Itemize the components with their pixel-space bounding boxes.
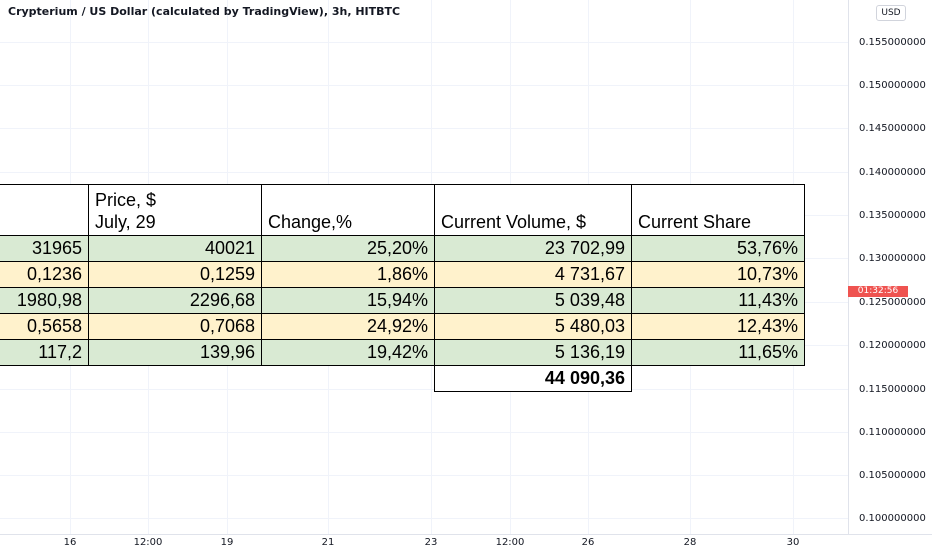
price-axis-label: 0.100000000 xyxy=(859,513,926,524)
price-axis-label: 0.125000000 xyxy=(859,297,926,308)
cell-share: 53,76% xyxy=(631,235,805,262)
crypto-data-table: Price, $ July, 29 Change,% Current Volum… xyxy=(0,184,805,392)
cell-change: 25,20% xyxy=(261,235,435,262)
table-total-row: 44 090,36 xyxy=(0,365,805,392)
header-cell-volume: Current Volume, $ xyxy=(434,184,632,236)
cell-change: 24,92% xyxy=(261,313,435,340)
cell-share: 11,65% xyxy=(631,339,805,366)
cell-price-july29: 0,1259 xyxy=(88,261,262,288)
header-price-label: Price, $ xyxy=(95,190,157,210)
time-axis-label: 16 xyxy=(63,537,77,548)
header-cell-change: Change,% xyxy=(261,184,435,236)
time-axis-label: 28 xyxy=(683,537,697,548)
cell-volume: 5 480,03 xyxy=(434,313,632,340)
header-price-date: July, 29 xyxy=(95,212,156,232)
cell-change: 15,94% xyxy=(261,287,435,314)
grid-line xyxy=(0,128,848,129)
total-volume: 44 090,36 xyxy=(434,365,632,392)
grid-line xyxy=(0,475,848,476)
price-axis-label: 0.150000000 xyxy=(859,80,926,91)
grid-line xyxy=(0,42,848,43)
time-axis-label: 26 xyxy=(581,537,595,548)
cell-price-july29: 40021 xyxy=(88,235,262,262)
total-spacer xyxy=(632,366,805,392)
cell-share: 11,43% xyxy=(631,287,805,314)
time-axis-label: 12:00 xyxy=(133,537,163,548)
currency-selector[interactable]: USD xyxy=(876,5,906,21)
table-row: 0,5658 0,7068 24,92% 5 480,03 12,43% xyxy=(0,313,805,340)
price-axis-label: 0.120000000 xyxy=(859,340,926,351)
header-cell-1 xyxy=(0,184,89,236)
cell-volume: 4 731,67 xyxy=(434,261,632,288)
grid-line xyxy=(0,518,848,519)
cell-price-start: 117,2 xyxy=(0,339,89,366)
cell-price-start: 0,1236 xyxy=(0,261,89,288)
cell-change: 19,42% xyxy=(261,339,435,366)
header-cell-price: Price, $ July, 29 xyxy=(88,184,262,236)
time-axis-label: 30 xyxy=(786,537,800,548)
cell-price-july29: 139,96 xyxy=(88,339,262,366)
table-row: 117,2 139,96 19,42% 5 136,19 11,65% xyxy=(0,339,805,366)
cell-price-start: 31965 xyxy=(0,235,89,262)
price-axis-label: 0.135000000 xyxy=(859,210,926,221)
chart-title: Crypterium / US Dollar (calculated by Tr… xyxy=(8,5,401,18)
table-row: 1980,98 2296,68 15,94% 5 039,48 11,43% xyxy=(0,287,805,314)
header-cell-share: Current Share xyxy=(631,184,805,236)
cell-price-start: 1980,98 xyxy=(0,287,89,314)
price-axis-label: 0.115000000 xyxy=(859,384,926,395)
cell-change: 1,86% xyxy=(261,261,435,288)
table-row: 31965 40021 25,20% 23 702,99 53,76% xyxy=(0,235,805,262)
cell-volume: 5 039,48 xyxy=(434,287,632,314)
cell-volume: 23 702,99 xyxy=(434,235,632,262)
countdown-badge: 01:32:56 xyxy=(848,286,908,297)
price-axis-label: 0.155000000 xyxy=(859,37,926,48)
time-axis[interactable]: 16 12:00 19 21 23 12:00 26 28 30 xyxy=(0,534,932,551)
table-row: 0,1236 0,1259 1,86% 4 731,67 10,73% xyxy=(0,261,805,288)
price-axis[interactable]: 0.155000000 0.150000000 0.145000000 0.14… xyxy=(848,0,932,534)
cell-price-start: 0,5658 xyxy=(0,313,89,340)
total-spacer xyxy=(0,366,89,392)
cell-price-july29: 2296,68 xyxy=(88,287,262,314)
time-axis-label: 19 xyxy=(220,537,234,548)
time-axis-label: 23 xyxy=(424,537,438,548)
cell-share: 12,43% xyxy=(631,313,805,340)
price-axis-label: 0.110000000 xyxy=(859,427,926,438)
price-axis-label: 0.140000000 xyxy=(859,167,926,178)
cell-volume: 5 136,19 xyxy=(434,339,632,366)
grid-line xyxy=(0,85,848,86)
grid-line xyxy=(0,172,848,173)
price-axis-label: 0.105000000 xyxy=(859,470,926,481)
time-axis-label: 12:00 xyxy=(495,537,525,548)
cell-share: 10,73% xyxy=(631,261,805,288)
grid-line xyxy=(0,389,848,390)
price-axis-label: 0.145000000 xyxy=(859,123,926,134)
grid-line xyxy=(0,432,848,433)
table-header-row: Price, $ July, 29 Change,% Current Volum… xyxy=(0,184,805,236)
cell-price-july29: 0,7068 xyxy=(88,313,262,340)
total-spacer xyxy=(262,366,435,392)
price-axis-label: 0.130000000 xyxy=(859,253,926,264)
time-axis-label: 21 xyxy=(321,537,335,548)
total-spacer xyxy=(89,366,262,392)
